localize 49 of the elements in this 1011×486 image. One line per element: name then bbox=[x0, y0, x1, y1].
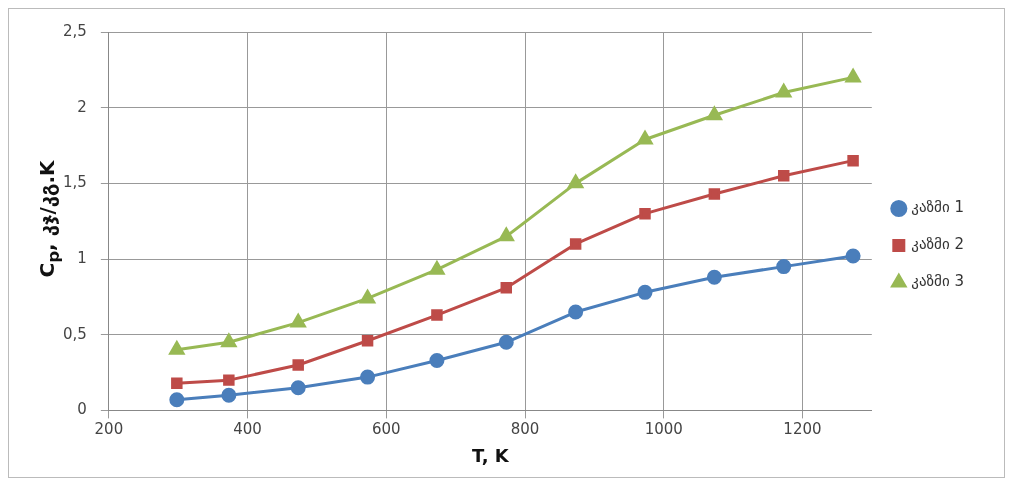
legend-label: კაზმი 3 bbox=[911, 272, 965, 291]
point bbox=[429, 261, 445, 275]
point bbox=[221, 333, 237, 348]
y-tick-label: 2,5 bbox=[63, 21, 87, 40]
point bbox=[171, 377, 183, 389]
x-tick-label: 1000 bbox=[644, 420, 683, 439]
point bbox=[498, 227, 514, 242]
y-tick-label: 1,5 bbox=[63, 173, 87, 192]
point bbox=[361, 335, 374, 347]
x-tick-label: 600 bbox=[371, 420, 401, 439]
x-axis-title: T, K bbox=[471, 444, 510, 466]
point bbox=[637, 284, 653, 300]
point bbox=[169, 392, 185, 408]
y-tick-label: 2 bbox=[77, 97, 87, 116]
y-tick-label: 0,5 bbox=[63, 324, 87, 343]
point bbox=[706, 106, 722, 121]
point bbox=[639, 207, 651, 220]
x-tick-label: 200 bbox=[94, 420, 124, 439]
point bbox=[706, 269, 722, 285]
point bbox=[568, 304, 584, 320]
point bbox=[431, 309, 443, 321]
point bbox=[290, 314, 306, 328]
point bbox=[847, 154, 859, 167]
point bbox=[290, 380, 306, 396]
point bbox=[568, 174, 584, 189]
point bbox=[845, 248, 861, 264]
point bbox=[429, 352, 445, 368]
point bbox=[500, 282, 513, 294]
point bbox=[845, 68, 861, 83]
point bbox=[776, 259, 792, 275]
point bbox=[360, 289, 376, 304]
point bbox=[637, 130, 653, 145]
point bbox=[221, 387, 237, 403]
point bbox=[223, 374, 235, 386]
point bbox=[777, 170, 790, 182]
point bbox=[569, 238, 582, 250]
point bbox=[360, 369, 376, 385]
point bbox=[498, 334, 514, 350]
y-tick-label: 0 bbox=[77, 400, 87, 419]
point bbox=[776, 84, 792, 98]
x-tick-label: 800 bbox=[510, 420, 540, 439]
legend-label: კაზმი 1 bbox=[911, 198, 965, 217]
y-tick-label: 1 bbox=[77, 248, 87, 267]
point bbox=[708, 188, 721, 200]
point bbox=[169, 341, 185, 355]
point bbox=[292, 359, 304, 371]
legend-label: კაზმი 2 bbox=[911, 235, 965, 254]
x-tick-label: 1200 bbox=[783, 420, 822, 439]
x-tick-label: 400 bbox=[233, 420, 262, 439]
